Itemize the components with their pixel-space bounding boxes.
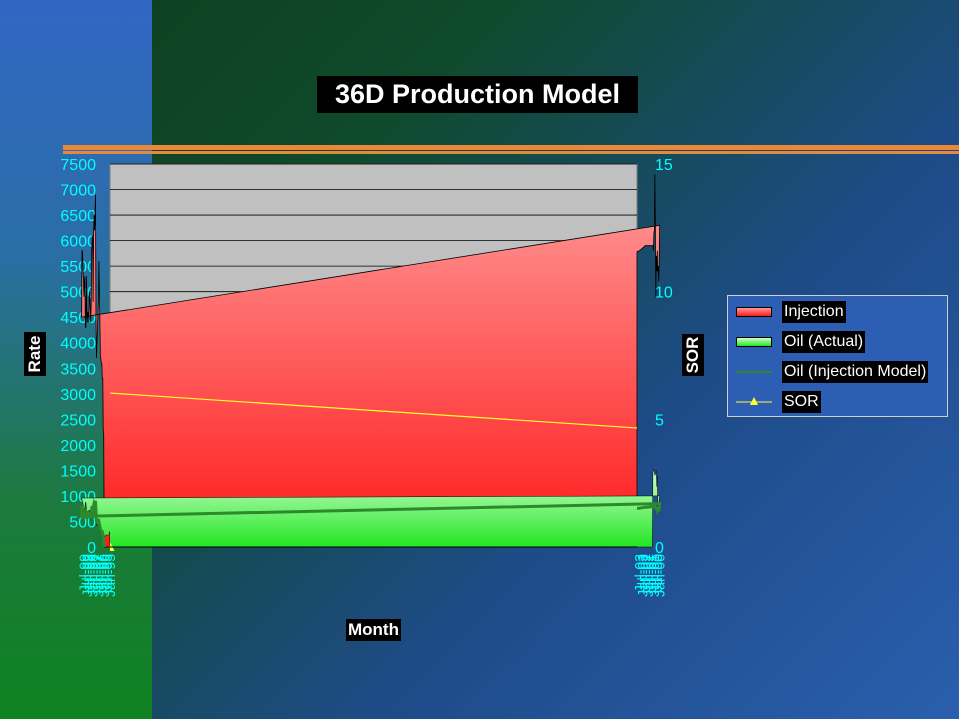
sor-marker xyxy=(97,182,106,191)
legend-label-injection: Injection xyxy=(782,301,846,323)
y2-tick-label: 15 xyxy=(655,157,673,174)
injection-area xyxy=(81,174,661,548)
sor-marker xyxy=(110,549,111,551)
sor-marker xyxy=(648,435,657,444)
legend-label-sor: SOR xyxy=(782,391,821,413)
x-tick-label: Jan-02 xyxy=(640,554,656,597)
x-tick-label: Jan-01 xyxy=(646,554,662,597)
x-tick-label: Jan-98 xyxy=(85,554,101,597)
y-tick-label: 2000 xyxy=(60,438,96,455)
legend-swatch-oil-actual xyxy=(736,337,772,347)
x-tick-label: Jul-02 xyxy=(637,554,653,592)
x-tick-label: Jan-03 xyxy=(634,554,650,597)
legend-item-injection: Injection xyxy=(736,300,946,324)
x-tick-label: Jan-99 xyxy=(79,554,95,597)
y-tick-label: 3000 xyxy=(60,387,96,404)
accent-bar xyxy=(63,145,959,150)
x-tick-label: Jan-97 xyxy=(90,554,106,597)
y-tick-label: 1500 xyxy=(60,463,96,480)
accent-bar-thin xyxy=(63,151,959,154)
sor-marker xyxy=(651,453,660,462)
legend-label-oil-model: Oil (Injection Model) xyxy=(782,361,929,383)
sor-marker xyxy=(95,190,104,199)
y-tick-label: 5500 xyxy=(60,259,96,276)
y-axis-label: Rate xyxy=(24,332,46,376)
sor-marker xyxy=(654,379,663,388)
y-tick-label: 4000 xyxy=(60,336,96,353)
legend-item-oil-model: Oil (Injection Model) xyxy=(736,360,946,384)
sor-marker xyxy=(651,445,660,454)
chart-title: 36D Production Model xyxy=(317,76,638,113)
sor-marker xyxy=(96,187,105,196)
x-tick-label: Jul-95 xyxy=(99,554,115,592)
y2-tick-label: 10 xyxy=(655,285,673,302)
sor-marker xyxy=(95,195,104,204)
x-tick-label: Jul-96 xyxy=(93,554,109,592)
y-tick-label: 2500 xyxy=(60,412,96,429)
sor-marker xyxy=(110,550,111,551)
sor-marker xyxy=(97,233,106,242)
sor-marker xyxy=(649,437,658,446)
y-tick-label: 500 xyxy=(69,514,96,531)
x-tick-label: Jul-97 xyxy=(88,554,104,592)
x-axis-label: Month xyxy=(346,619,401,641)
x-tick-label: Jan-96 xyxy=(96,554,112,597)
x-tick-label: Jul-01 xyxy=(643,554,659,592)
y-tick-label: 0 xyxy=(87,540,96,557)
y2-axis-label: SOR xyxy=(682,334,704,376)
x-tick-label: Jul-00 xyxy=(649,554,665,592)
sor-marker xyxy=(652,453,661,462)
y-tick-label: 6500 xyxy=(60,208,96,225)
x-tick-label: Jan-00 xyxy=(652,554,668,597)
sor-marker xyxy=(96,146,105,155)
sor-marker xyxy=(99,228,108,237)
sor-marker xyxy=(98,225,107,234)
legend-label-oil-actual: Oil (Actual) xyxy=(782,331,866,353)
legend-swatch-injection xyxy=(736,307,772,317)
y-tick-label: 7500 xyxy=(60,157,96,174)
x-tick-label: Jul-03 xyxy=(631,554,647,592)
legend-swatch-sor xyxy=(736,397,772,405)
x-tick-label: Jul-98 xyxy=(82,554,98,592)
sor-marker xyxy=(649,435,658,444)
y-tick-label: 5000 xyxy=(60,285,96,302)
y2-tick-label: 0 xyxy=(655,540,664,557)
legend-swatch-oil-model xyxy=(736,371,772,373)
sor-marker xyxy=(654,361,663,370)
y-tick-label: 6000 xyxy=(60,234,96,251)
sor-marker xyxy=(650,432,659,441)
y-tick-label: 7000 xyxy=(60,183,96,200)
y-tick-label: 3500 xyxy=(60,361,96,378)
sor-marker xyxy=(653,448,662,457)
legend-item-sor: SOR xyxy=(736,390,946,414)
sor-marker xyxy=(655,361,664,370)
chart-legend: Injection Oil (Actual) Oil (Injection Mo… xyxy=(727,295,948,417)
legend-item-oil-actual: Oil (Actual) xyxy=(736,330,946,354)
y2-tick-label: 5 xyxy=(655,412,664,429)
x-tick-label: Jul-99 xyxy=(76,554,92,592)
oil-model-line xyxy=(80,497,662,548)
x-tick-label: Jan-95 xyxy=(102,554,118,597)
